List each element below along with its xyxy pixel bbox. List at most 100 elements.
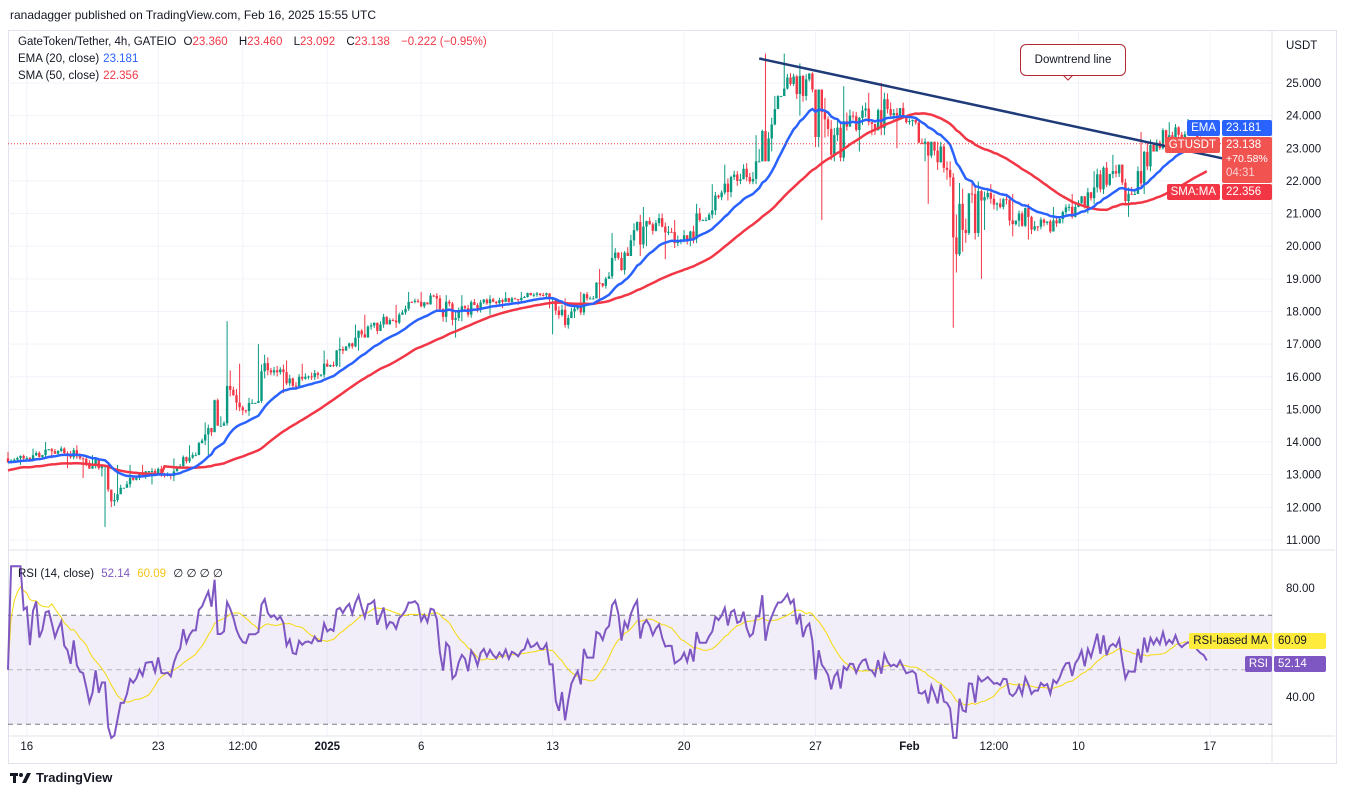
candle xyxy=(269,367,273,376)
candle xyxy=(1045,221,1049,225)
candle-body xyxy=(952,177,955,238)
candle xyxy=(63,447,66,455)
candle xyxy=(548,293,551,309)
candle-body xyxy=(326,363,329,367)
candle-body xyxy=(635,221,639,231)
candle xyxy=(60,446,63,453)
candle xyxy=(839,123,842,162)
candle-body xyxy=(410,301,413,303)
candle xyxy=(429,293,432,305)
candle-body xyxy=(426,302,429,305)
candle-body xyxy=(34,452,38,456)
candle-body xyxy=(307,376,310,378)
candle xyxy=(1027,203,1030,240)
candle xyxy=(958,183,961,256)
candle xyxy=(883,92,886,136)
candle xyxy=(360,329,363,338)
candle xyxy=(980,189,983,279)
candle-body xyxy=(235,395,238,403)
candle xyxy=(347,342,351,349)
candle-body xyxy=(1071,206,1074,217)
candle xyxy=(222,421,226,426)
candle xyxy=(601,283,604,288)
candle xyxy=(698,208,701,222)
rsi-legend[interactable]: RSI (14, close) 52.14 60.09 ∅ ∅ ∅ ∅ xyxy=(18,566,227,580)
candle-body xyxy=(238,402,241,408)
candle-body xyxy=(967,193,971,234)
candle xyxy=(1142,150,1146,194)
ema-legend[interactable]: EMA (20, close) 23.181 xyxy=(18,53,142,65)
candle xyxy=(250,399,254,404)
candle-body xyxy=(958,203,961,255)
high-value: 23.460 xyxy=(247,36,283,48)
candle-body xyxy=(651,224,654,231)
rsi-name-tag: RSI xyxy=(1244,656,1272,672)
candle-body xyxy=(973,194,977,234)
candle-body xyxy=(310,376,313,378)
candle xyxy=(745,163,748,182)
candle xyxy=(6,451,10,463)
candle-body xyxy=(682,235,686,240)
candle xyxy=(964,218,967,243)
candle-body xyxy=(742,168,745,180)
candle xyxy=(798,63,802,116)
candle xyxy=(629,234,633,256)
rsi-tick-label: 80.00 xyxy=(1286,583,1315,595)
candle xyxy=(235,388,238,411)
candle-body xyxy=(842,121,845,158)
candle-body xyxy=(63,448,66,454)
candle xyxy=(200,438,204,444)
candle xyxy=(723,164,726,195)
candle xyxy=(520,291,523,302)
candle-body xyxy=(851,115,855,117)
percent-change: +70.58% xyxy=(1226,153,1268,165)
candle xyxy=(426,302,429,305)
candle-body xyxy=(157,468,160,475)
price-tick-label: 16.000 xyxy=(1286,372,1321,384)
candle-body xyxy=(285,372,288,384)
candle-body xyxy=(1121,164,1124,183)
candle-body xyxy=(482,299,485,303)
candle xyxy=(1002,197,1005,210)
candle-body xyxy=(1174,127,1177,139)
candle-body xyxy=(961,203,964,230)
price-tick-label: 24.000 xyxy=(1286,111,1321,123)
candle-body xyxy=(598,282,601,284)
candle xyxy=(942,143,946,173)
candle-body xyxy=(786,77,789,89)
candle-body xyxy=(1114,171,1118,174)
candle-body xyxy=(272,370,276,373)
candle xyxy=(332,361,335,367)
downtrend-callout[interactable]: Downtrend line xyxy=(1020,44,1126,76)
candle-body xyxy=(319,374,323,376)
candle-body xyxy=(288,378,291,384)
candle xyxy=(404,305,407,315)
candle xyxy=(607,272,611,279)
candle-body xyxy=(804,79,808,96)
candle xyxy=(795,74,798,99)
candle xyxy=(657,213,661,227)
candle xyxy=(1033,221,1036,232)
candle xyxy=(1114,164,1118,178)
price-tick-label: 23.000 xyxy=(1286,143,1321,155)
candle-body xyxy=(401,312,404,315)
candle-body xyxy=(78,456,82,459)
time-tick-label: 2025 xyxy=(314,741,340,753)
open-value: 23.360 xyxy=(192,36,228,48)
candle xyxy=(326,359,329,367)
tradingview-logo[interactable]: TradingView xyxy=(10,770,112,785)
sma-legend[interactable]: SMA (50, close) 22.356 xyxy=(18,70,142,82)
candle xyxy=(125,481,129,488)
candle-body xyxy=(269,370,273,373)
time-tick-label: 13 xyxy=(546,741,559,753)
candle-body xyxy=(1177,127,1180,135)
last-price: 23.138 xyxy=(1226,139,1262,151)
candle xyxy=(491,297,495,303)
candle xyxy=(1177,126,1180,137)
downtrend-line xyxy=(758,57,1229,161)
candle-body xyxy=(698,213,701,221)
candle xyxy=(1099,169,1102,193)
candle xyxy=(955,214,958,273)
candle-body xyxy=(97,459,100,469)
